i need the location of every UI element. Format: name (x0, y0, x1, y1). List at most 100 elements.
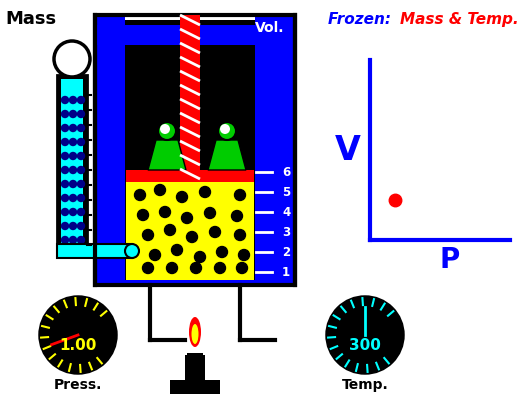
Circle shape (142, 262, 153, 273)
Bar (126, 170, 254, 182)
Bar (125, 20, 255, 280)
Bar (61, 79, 83, 251)
Circle shape (77, 110, 84, 117)
Circle shape (137, 210, 149, 221)
Circle shape (190, 262, 202, 273)
Circle shape (142, 229, 153, 240)
Ellipse shape (189, 317, 201, 347)
Circle shape (200, 186, 211, 197)
Circle shape (77, 125, 84, 132)
Circle shape (187, 232, 198, 242)
Bar (126, 175, 254, 280)
Circle shape (210, 227, 220, 238)
Circle shape (77, 223, 84, 229)
Circle shape (77, 139, 84, 145)
Circle shape (181, 212, 192, 223)
Text: 2: 2 (282, 245, 290, 258)
Bar (95, 15, 125, 285)
Circle shape (61, 236, 69, 243)
Circle shape (70, 110, 76, 117)
Text: Frozen:: Frozen: (328, 12, 396, 27)
Circle shape (327, 297, 403, 373)
Circle shape (70, 139, 76, 145)
Circle shape (77, 208, 84, 216)
Text: Mass: Mass (5, 10, 56, 28)
Circle shape (220, 124, 230, 134)
Circle shape (204, 208, 215, 219)
Text: V: V (335, 134, 361, 167)
Circle shape (77, 236, 84, 243)
Circle shape (239, 249, 250, 260)
Text: 1: 1 (282, 266, 290, 279)
Ellipse shape (191, 324, 199, 344)
Circle shape (235, 229, 245, 240)
Circle shape (70, 97, 76, 104)
Circle shape (194, 251, 205, 262)
Bar (57, 75, 87, 255)
Circle shape (218, 122, 236, 140)
Circle shape (54, 41, 90, 77)
Circle shape (61, 223, 69, 229)
Circle shape (70, 223, 76, 229)
Circle shape (61, 125, 69, 132)
Text: 300: 300 (349, 338, 381, 353)
Circle shape (135, 190, 146, 201)
Bar (57, 244, 132, 258)
Circle shape (77, 167, 84, 173)
Bar (255, 15, 295, 285)
Circle shape (215, 262, 226, 273)
Circle shape (77, 195, 84, 201)
Circle shape (77, 97, 84, 104)
Circle shape (70, 236, 76, 243)
Circle shape (70, 167, 76, 173)
Bar (95, 15, 295, 285)
Circle shape (160, 206, 171, 217)
Text: 6: 6 (282, 165, 290, 178)
Circle shape (40, 297, 116, 373)
Circle shape (61, 110, 69, 117)
Text: 5: 5 (282, 186, 290, 199)
Circle shape (70, 152, 76, 160)
Circle shape (61, 97, 69, 104)
Circle shape (235, 190, 245, 201)
Circle shape (61, 180, 69, 188)
Text: P: P (440, 246, 460, 274)
Text: Mass & Temp.: Mass & Temp. (400, 12, 518, 27)
Circle shape (150, 249, 161, 260)
Text: Temp.: Temp. (342, 378, 388, 392)
Circle shape (70, 180, 76, 188)
Text: 3: 3 (282, 225, 290, 238)
Circle shape (158, 122, 176, 140)
Circle shape (160, 124, 170, 134)
Circle shape (77, 180, 84, 188)
Circle shape (125, 244, 139, 258)
Bar (187, 353, 203, 358)
Circle shape (61, 152, 69, 160)
Circle shape (166, 262, 177, 273)
Circle shape (231, 210, 242, 221)
Circle shape (164, 225, 176, 236)
Circle shape (70, 208, 76, 216)
Text: 1.00: 1.00 (59, 338, 97, 353)
Bar (170, 380, 220, 394)
Circle shape (237, 262, 248, 273)
Circle shape (61, 208, 69, 216)
Circle shape (70, 125, 76, 132)
Circle shape (61, 139, 69, 145)
Bar (95, 25, 255, 45)
Circle shape (61, 167, 69, 173)
Polygon shape (148, 140, 186, 170)
Text: 4: 4 (282, 206, 290, 219)
Text: Press.: Press. (54, 378, 102, 392)
Circle shape (176, 191, 188, 203)
Circle shape (77, 152, 84, 160)
Bar (180, 15, 200, 170)
Circle shape (154, 184, 165, 195)
Polygon shape (208, 140, 246, 170)
Circle shape (216, 247, 228, 258)
Circle shape (172, 245, 183, 255)
Bar (95, 273, 295, 285)
Text: Vol.: Vol. (255, 21, 285, 35)
Circle shape (61, 195, 69, 201)
Circle shape (70, 195, 76, 201)
